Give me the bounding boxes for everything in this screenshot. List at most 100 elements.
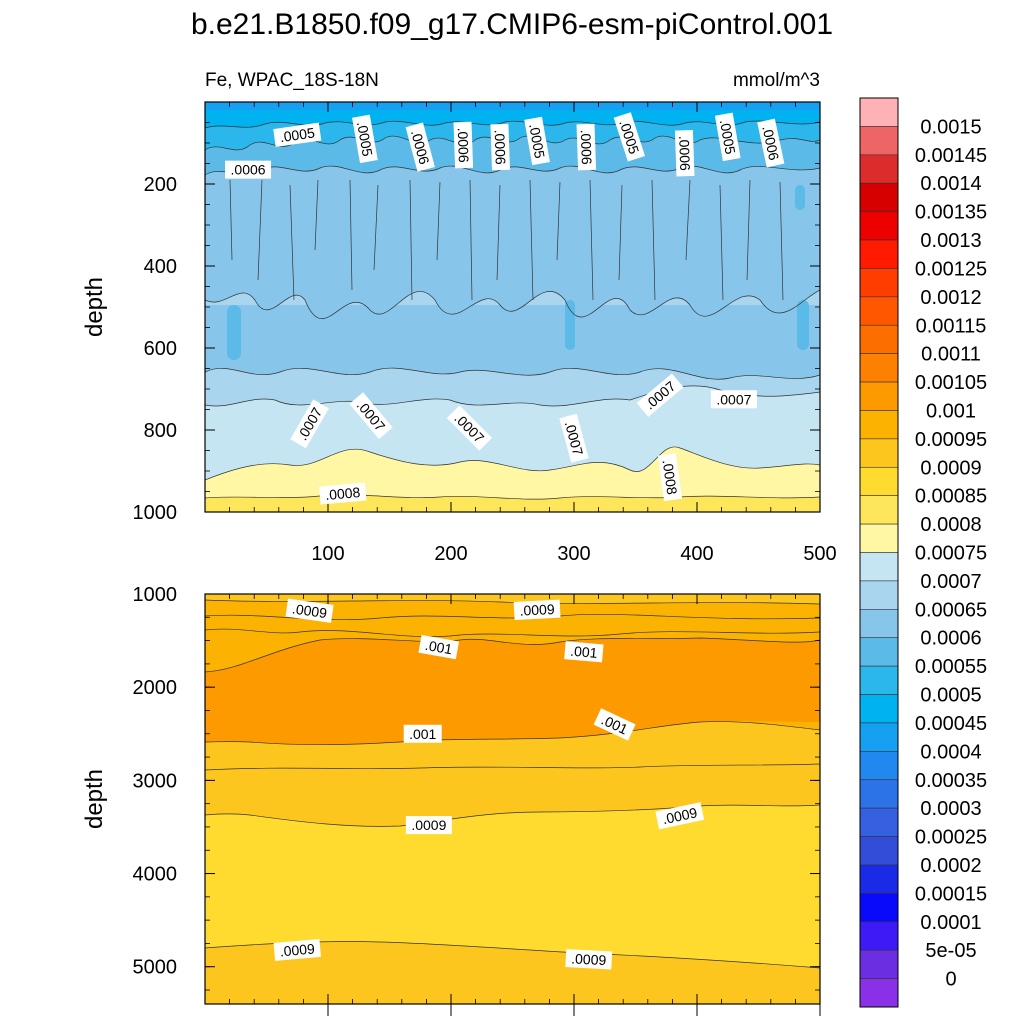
- lower-contour-fill: [205, 594, 820, 1004]
- colorbar-label: 0.00035: [915, 770, 987, 792]
- contour-label: .0005: [352, 114, 378, 164]
- colorbar-label: 0.00145: [915, 145, 987, 167]
- contour-label-bg: [273, 122, 322, 147]
- contour-label-bg: [403, 724, 442, 743]
- colorbar-label: 0.0009: [920, 457, 981, 479]
- colorbar-swatch: [859, 381, 899, 411]
- contour-label: .0006: [225, 160, 272, 179]
- contour-label-bg: [225, 160, 272, 179]
- contour-label-bg: [636, 373, 684, 417]
- colorbar-label: 0.00025: [915, 827, 987, 849]
- colorbar-label: 0.0014: [920, 173, 981, 195]
- colorbar-label: 0.00135: [915, 202, 987, 224]
- colorbar-swatch: [859, 779, 899, 809]
- contour-label: .0006: [490, 123, 510, 171]
- colorbar-swatch: [859, 722, 899, 752]
- colorbar-label: 0.001: [926, 400, 976, 422]
- contour-label-text: .0009: [411, 817, 446, 833]
- lower-panel: 1000 2000 3000 4000 5000 .0009 .0009 .001 .001.…: [81, 584, 821, 1016]
- contour-label-bg: [405, 122, 435, 172]
- colorbar-swatch: [859, 296, 899, 326]
- colorbar-label: 0.00085: [915, 486, 987, 508]
- contour-label: .0009: [565, 949, 613, 970]
- colorbar-swatch: [859, 864, 899, 894]
- units-label: mmol/m^3: [733, 70, 820, 91]
- colorbar-frame: [859, 97, 899, 1008]
- contour-label: .001: [564, 641, 604, 663]
- colorbar-swatch: [859, 978, 899, 1008]
- contour-label-text: .0006: [231, 162, 266, 178]
- upper-xtick-label: 400: [680, 543, 713, 565]
- contour-label: .0005: [524, 116, 550, 166]
- contour-label-bg: [613, 112, 646, 162]
- upper-contour-fill: [205, 102, 820, 512]
- colorbar-label: 0.00105: [915, 372, 987, 394]
- contour-label-bg: [710, 390, 757, 409]
- contour-label-bg: [593, 708, 636, 741]
- lower-ytick-label: 5000: [133, 957, 178, 979]
- colorbar-swatch: [859, 580, 899, 610]
- contour-label-text: .0007: [716, 391, 751, 407]
- contour-label-text: .0006: [578, 129, 595, 165]
- contour-label: .0006: [674, 129, 695, 177]
- contour-label-bg: [290, 399, 329, 449]
- upper-xtick-label: 300: [557, 543, 590, 565]
- contour-label-text: .0005: [526, 122, 548, 159]
- upper-xtick-label: 500: [803, 543, 836, 565]
- contour-label-bg: [352, 114, 378, 164]
- contour-label: .001: [418, 634, 459, 660]
- colorbar-swatch: [859, 438, 899, 468]
- colorbar-swatch: [859, 949, 899, 979]
- colorbar-label: 0.0006: [920, 628, 981, 650]
- contour-label-bg: [490, 123, 510, 171]
- contour-label-bg: [446, 405, 493, 451]
- upper-ytick-label: 400: [144, 256, 177, 278]
- colorbar-label: 0.00015: [915, 883, 987, 905]
- colorbar-swatch: [859, 665, 899, 695]
- contour-label: .0007: [710, 390, 757, 409]
- figure-title: b.e21.B1850.f09_g17.CMIP6-esm-piControl.…: [191, 8, 833, 41]
- contour-label: .0009: [513, 599, 561, 621]
- contour-label-bg: [418, 634, 459, 660]
- contour-label: .0005: [714, 112, 741, 162]
- lower-ytick-label: 1000: [133, 584, 178, 606]
- upper-ytick-label: 600: [144, 338, 177, 360]
- contour-label-bg: [273, 938, 321, 961]
- colorbar-swatch: [859, 154, 899, 184]
- colorbar-label: 0.00115: [916, 315, 987, 337]
- contour-label-text: .0006: [676, 135, 693, 171]
- contour-label-text: .0009: [519, 601, 555, 619]
- contour-label-text: .0005: [717, 118, 739, 155]
- contour-label-text: .0009: [279, 940, 316, 959]
- upper-ytick-label: 800: [144, 420, 177, 442]
- contour-label-bg: [559, 413, 589, 463]
- contour-label: .0005: [273, 122, 322, 147]
- colorbar-swatch: [859, 751, 899, 781]
- contour-label: .0009: [273, 938, 321, 961]
- colorbar-label: 0.00075: [915, 543, 987, 565]
- colorbar-label: 0.0012: [920, 287, 981, 309]
- colorbar-swatch: [859, 97, 899, 127]
- lower-axes: 1000 2000 3000 4000 5000: [133, 584, 821, 1016]
- colorbar-swatch: [859, 324, 899, 354]
- colorbar-label: 0.00045: [915, 713, 987, 735]
- contour-label-bg: [513, 599, 561, 621]
- lower-ytick-label: 3000: [133, 770, 178, 792]
- upper-contour-labels: .0005 .0005 .0006 .0006 .0006 .0005 .0006 .0005…: [225, 112, 785, 505]
- contour-label-text: .0009: [571, 950, 607, 968]
- colorbar-label: 0.0007: [920, 571, 981, 593]
- colorbar-swatch: [859, 893, 899, 923]
- contour-label-text: .001: [570, 643, 599, 661]
- colorbar-swatch: [859, 609, 899, 639]
- contour-label-text: .0008: [325, 484, 362, 503]
- contour-label: .0009: [655, 802, 705, 830]
- colorbar-swatch: [859, 182, 899, 212]
- contour-label-text: .001: [424, 637, 454, 658]
- contour-label: .0006: [757, 118, 785, 168]
- contour-label-bg: [657, 453, 683, 502]
- colorbar-label: 0.00095: [915, 429, 987, 451]
- contour-label: .0008: [657, 453, 683, 502]
- colorbar-swatch: [859, 495, 899, 525]
